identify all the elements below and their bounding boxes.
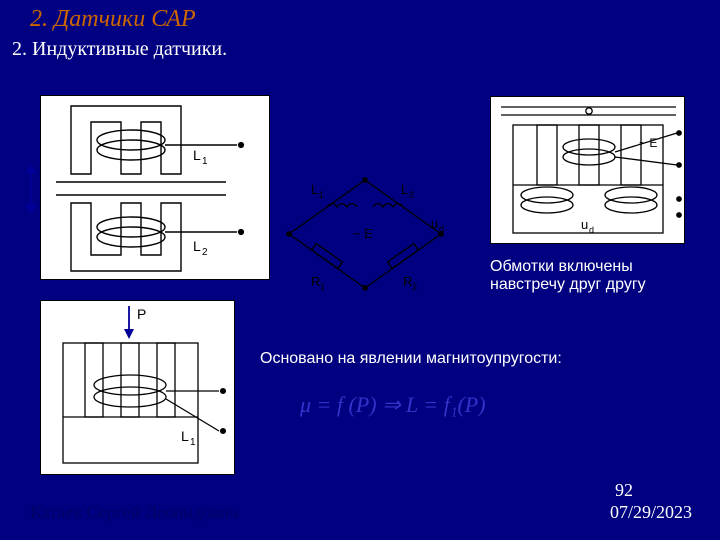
footer-date: 07/29/2023 [610,502,692,523]
svg-text:L: L [311,182,318,197]
svg-text:1: 1 [319,190,324,200]
svg-text:R: R [311,274,320,289]
svg-text:L: L [401,182,408,197]
svg-text:1: 1 [202,156,208,167]
caption-opposing-windings: Обмотки включены навстречу друг другу [490,258,646,294]
svg-text:2: 2 [409,190,414,200]
svg-text:L: L [193,238,201,254]
svg-text:2: 2 [412,282,417,292]
svg-text:~ E: ~ E [353,226,373,241]
diagram-differential-sensor: L1 L2 [40,95,270,280]
caption-magnetoelastic: Основано на явлении магнитоупругости: [260,350,562,368]
svg-text:P: P [137,306,146,322]
svg-text:R: R [403,274,412,289]
svg-text:L: L [181,428,189,444]
footer-author: Катаев Сергей Леонидович [30,502,239,523]
diagram-opposing-windings: ~ E ud [490,96,685,244]
footer-page-number: 92 [615,480,633,501]
svg-text:u: u [431,216,438,231]
slide-title: 2. Датчики САР [30,6,196,33]
svg-text:L: L [193,147,201,163]
svg-text:~ E: ~ E [639,136,657,150]
svg-text:d: d [439,224,444,234]
double-arrow-icon [22,165,40,213]
svg-text:1: 1 [190,437,196,448]
svg-text:1: 1 [320,282,325,292]
svg-text:d: d [589,225,594,235]
diagram-bridge-circuit: L1 L2 R1 R2 ~ E ud [275,172,455,302]
diagram-magnetoelastic-sensor: P L1 [40,300,235,475]
slide-subtitle: 2. Индуктивные датчики. [12,38,227,61]
formula: μ = f (P) ⇒ L = f₁(P) [300,392,486,418]
svg-text:u: u [581,217,588,232]
svg-text:2: 2 [202,247,208,258]
